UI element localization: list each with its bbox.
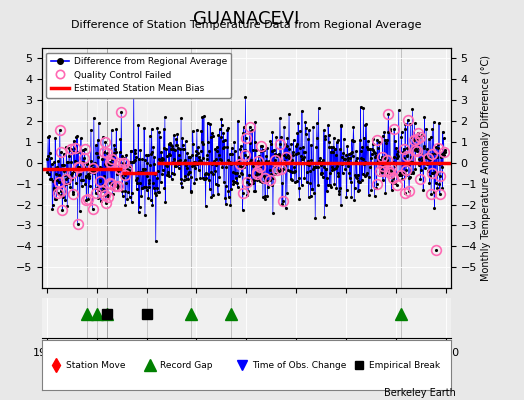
- Y-axis label: Monthly Temperature Anomaly Difference (°C): Monthly Temperature Anomaly Difference (…: [481, 55, 491, 281]
- Text: Time of Obs. Change: Time of Obs. Change: [253, 360, 347, 370]
- Legend: Difference from Regional Average, Quality Control Failed, Estimated Station Mean: Difference from Regional Average, Qualit…: [47, 52, 231, 98]
- Text: GUANACEVI: GUANACEVI: [193, 10, 300, 28]
- Text: Station Move: Station Move: [67, 360, 126, 370]
- Text: Empirical Break: Empirical Break: [369, 360, 440, 370]
- Text: Record Gap: Record Gap: [160, 360, 213, 370]
- Text: Berkeley Earth: Berkeley Earth: [384, 388, 456, 398]
- Text: Difference of Station Temperature Data from Regional Average: Difference of Station Temperature Data f…: [71, 20, 421, 30]
